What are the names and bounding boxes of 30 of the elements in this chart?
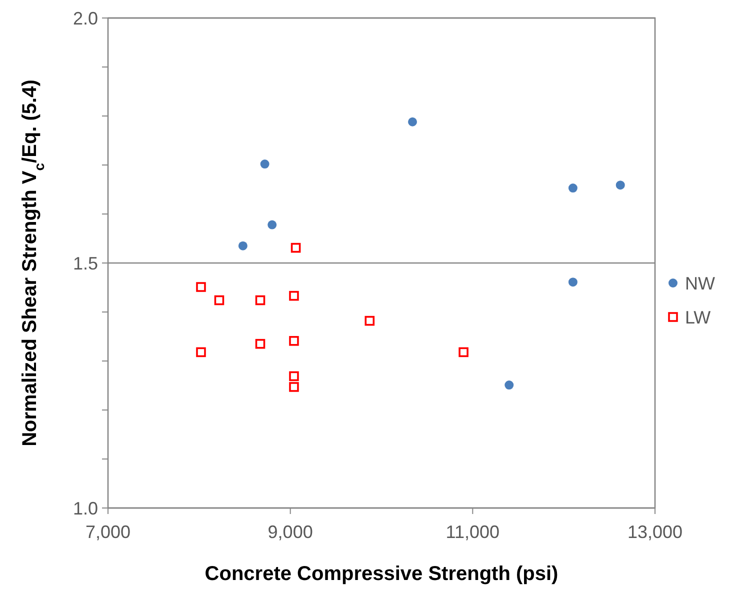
point <box>289 290 299 301</box>
point <box>289 382 299 392</box>
point <box>408 117 417 126</box>
point <box>196 347 206 358</box>
x-tick-label: 11,000 <box>446 522 500 542</box>
point <box>504 380 514 390</box>
point <box>289 336 299 346</box>
legend-label: NW <box>685 273 715 294</box>
point <box>290 242 301 253</box>
point <box>568 184 578 193</box>
point <box>255 295 266 306</box>
point <box>260 160 270 169</box>
y-tick-label: 1.0 <box>72 498 98 518</box>
point <box>364 316 375 326</box>
x-tick-label: 7,000 <box>85 522 131 542</box>
point <box>458 347 468 358</box>
legend-label: LW <box>685 307 711 328</box>
point <box>255 338 266 349</box>
point <box>214 295 224 306</box>
x-tick-label: 13,000 <box>627 522 683 542</box>
point <box>196 282 206 292</box>
point <box>268 220 277 230</box>
point <box>238 241 248 250</box>
point <box>616 180 625 190</box>
y-tick-label: 2.0 <box>72 8 98 28</box>
point <box>289 371 299 382</box>
x-tick-label: 9,000 <box>268 522 313 542</box>
x-axis-title: Concrete Compressive Strength (psi) <box>204 563 558 585</box>
point <box>568 278 578 287</box>
y-tick-label: 1.5 <box>72 253 98 274</box>
